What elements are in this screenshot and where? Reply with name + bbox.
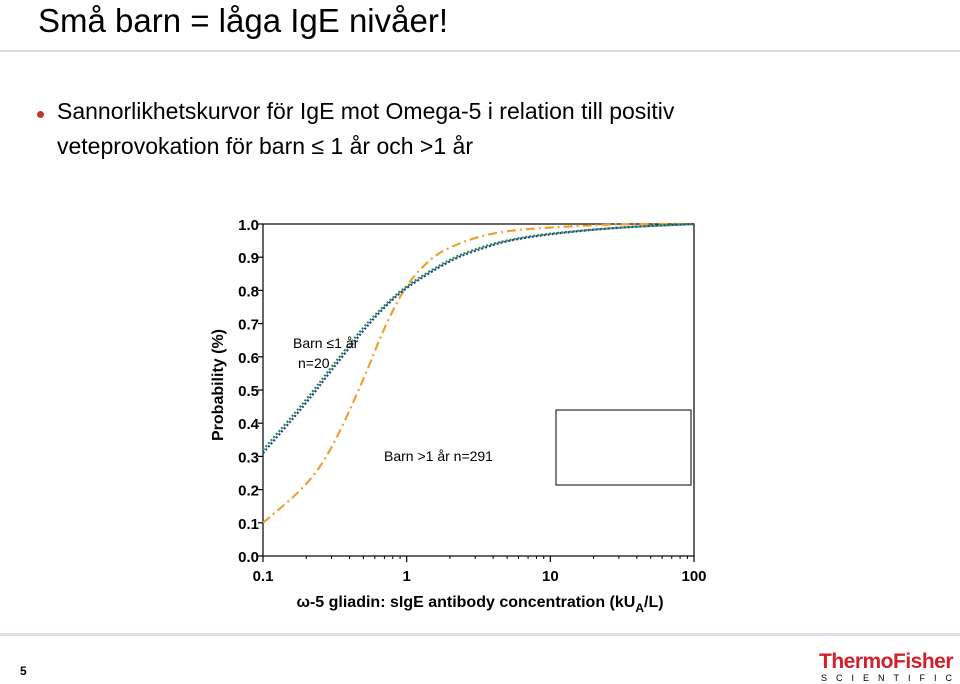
series-line-1 xyxy=(262,222,694,524)
x-tick-label: 1 xyxy=(402,568,410,585)
y-tick-label: 0.5 xyxy=(238,383,259,400)
probability-chart: 0.0 0.1 0.2 0.3 0.4 0.5 0.6 0.7 0.8 0.9 1.0 0.1 1 10 1… xyxy=(210,217,707,615)
y-tick-label: 0.6 xyxy=(238,350,259,367)
y-tick-label: 0.2 xyxy=(238,483,259,500)
y-tick-label: 1.0 xyxy=(238,217,259,234)
y-tick-label: 0.1 xyxy=(238,516,259,533)
footer-divider xyxy=(0,633,960,636)
legend-box xyxy=(555,409,692,486)
y-tick-label: 0.0 xyxy=(238,549,259,566)
x-axis-label-sub: A xyxy=(635,601,644,615)
bullet-line-1: Sannorlikhetskurvor för IgE mot Omega-5 … xyxy=(57,98,675,124)
y-tick-label: 0.8 xyxy=(238,283,259,300)
annotation-young-line2: n=20 xyxy=(298,355,330,371)
series-line-2 xyxy=(262,222,695,454)
y-tick-label: 0.9 xyxy=(238,250,259,267)
annotation-older: Barn >1 år n=291 xyxy=(384,448,493,464)
bullet-line-2: veteprovokation för barn ≤ 1 år och >1 å… xyxy=(57,133,473,159)
slide-title: Små barn = låga IgE nivåer! xyxy=(38,2,448,39)
x-tick-label: 10 xyxy=(542,568,559,585)
logo-subtitle: SCIENTIFIC xyxy=(821,673,960,683)
x-tick-label: 0.1 xyxy=(253,568,274,585)
x-tick-label: 100 xyxy=(681,568,706,585)
thermofisher-logo: ThermoFisher xyxy=(819,650,954,673)
x-axis-label-end: /L) xyxy=(644,594,664,611)
y-axis-label: Probability (%) xyxy=(210,329,227,441)
x-axis-label-prefix: ω xyxy=(296,594,310,611)
title-divider xyxy=(0,50,960,52)
chart-series xyxy=(262,222,695,524)
series-line-3 xyxy=(262,222,695,451)
annotation-young-line1: Barn ≤1 år xyxy=(293,335,359,351)
bullet-icon xyxy=(37,111,44,118)
y-tick-label: 0.7 xyxy=(238,317,259,334)
chart-axes: 0.0 0.1 0.2 0.3 0.4 0.5 0.6 0.7 0.8 0.9 1.0 0.1 1 10 1… xyxy=(238,217,706,585)
x-axis-label: ω-5 gliadin: sIgE antibody concentration… xyxy=(296,594,663,615)
slide-number: 5 xyxy=(20,664,27,678)
y-tick-label: 0.3 xyxy=(238,449,259,466)
chart-labels: Probability (%) ω-5 gliadin: sIgE antibo… xyxy=(210,329,692,615)
plot-frame xyxy=(262,223,695,557)
bullet-text: Sannorlikhetskurvor för IgE mot Omega-5 … xyxy=(57,94,917,164)
y-tick-label: 0.4 xyxy=(238,416,260,433)
x-axis-label-main: -5 gliadin: sIgE antibody concentration … xyxy=(310,594,635,611)
